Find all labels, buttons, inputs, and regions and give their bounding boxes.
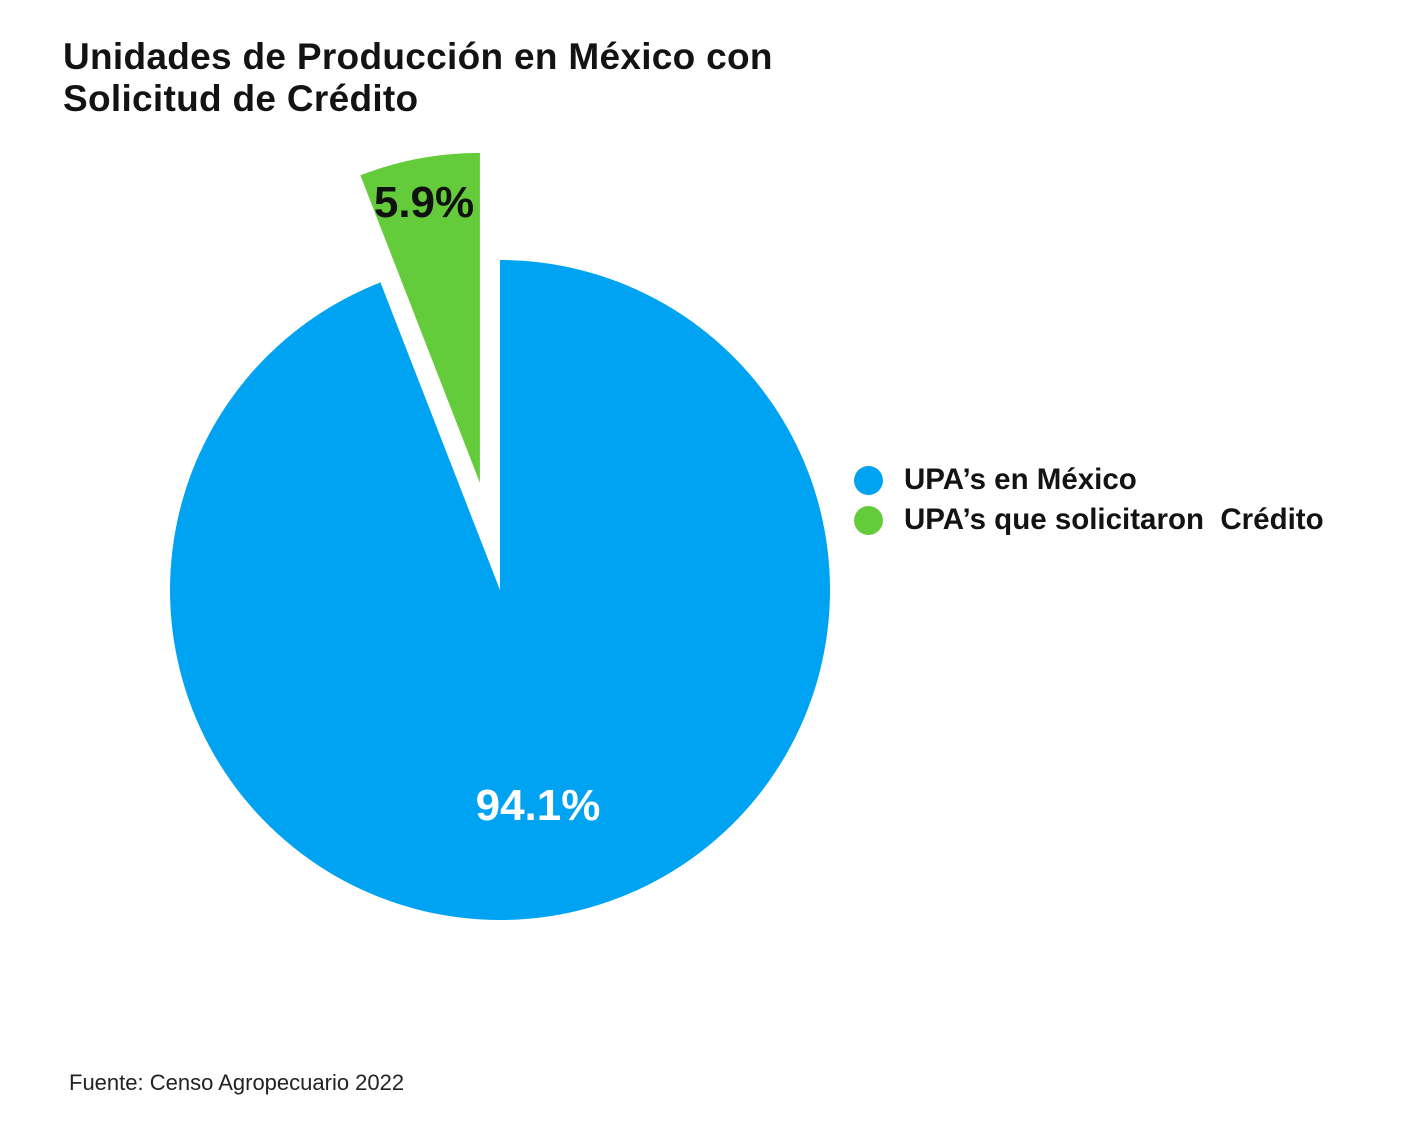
svg-text:94.1%: 94.1% (476, 781, 601, 830)
svg-text:5.9%: 5.9% (374, 178, 474, 227)
